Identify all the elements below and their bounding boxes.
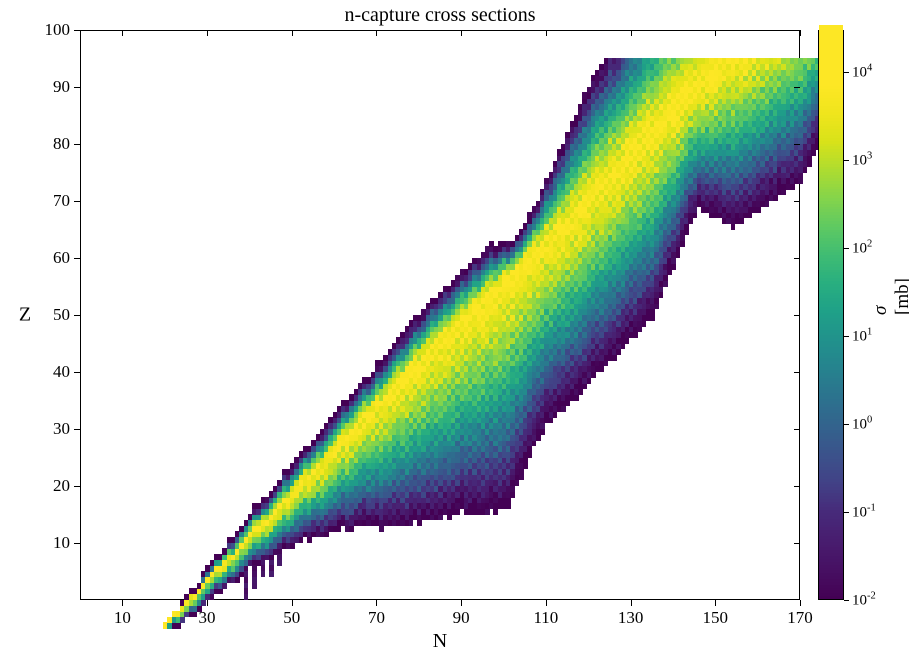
tick-label: 110 — [533, 608, 558, 628]
tick-label: 100 — [45, 20, 71, 40]
colorbar-tick-label: 10-1 — [852, 502, 876, 521]
colorbar-label: σ [mb] — [870, 278, 909, 315]
colorbar-tick-label: 103 — [852, 150, 872, 169]
colorbar — [818, 30, 844, 600]
tick-label: 170 — [787, 608, 813, 628]
tick-label: 130 — [618, 608, 644, 628]
colorbar-tick-label: 100 — [852, 414, 872, 433]
tick-label: 90 — [53, 77, 70, 97]
plot-area — [80, 30, 800, 600]
tick-label: 70 — [368, 608, 385, 628]
tick-label: 70 — [53, 191, 70, 211]
tick-label: 80 — [53, 134, 70, 154]
y-axis-label: Z — [19, 304, 31, 327]
tick-label: 90 — [453, 608, 470, 628]
tick-label: 10 — [53, 533, 70, 553]
chart-title: n-capture cross sections — [344, 4, 535, 27]
tick-label: 40 — [53, 362, 70, 382]
colorbar-tick-label: 102 — [852, 238, 872, 257]
tick-label: 150 — [703, 608, 729, 628]
x-axis-label: N — [433, 630, 447, 653]
colorbar-tick-label: 101 — [852, 326, 872, 345]
tick-label: 50 — [53, 305, 70, 325]
colorbar-tick-label: 10-2 — [852, 591, 876, 610]
colorbar-tick-label: 104 — [852, 62, 872, 81]
tick-label: 60 — [53, 248, 70, 268]
tick-label: 20 — [53, 476, 70, 496]
tick-label: 30 — [199, 608, 216, 628]
tick-label: 30 — [53, 419, 70, 439]
tick-label: 50 — [283, 608, 300, 628]
tick-label: 10 — [114, 608, 131, 628]
